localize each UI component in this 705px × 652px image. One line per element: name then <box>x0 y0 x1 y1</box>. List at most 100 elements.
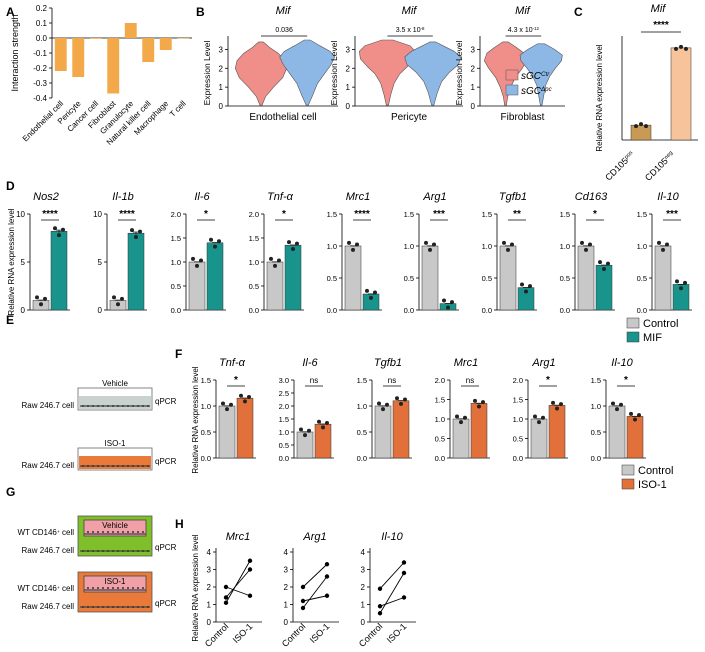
data-point-D0 <box>35 295 39 300</box>
y-tick-label-F1: 3.0 <box>279 376 289 385</box>
data-point-H <box>300 598 306 604</box>
data-point-F3 <box>455 414 459 419</box>
bar-D1-1 <box>127 232 145 311</box>
insert-cell-iso-G <box>117 587 119 589</box>
y-tick-label-D6: 1.0 <box>482 242 492 251</box>
plot-title-B: Mif <box>515 5 531 17</box>
bottom-cell-vehicle-G <box>117 550 119 552</box>
data-point-F3 <box>463 415 467 420</box>
well-label-vehicle-G: Vehicle <box>102 521 128 530</box>
y-tick-label-F4: 0.5 <box>513 435 523 444</box>
gene-title-F4: Arg1 <box>531 357 555 369</box>
data-point-F2 <box>385 402 389 407</box>
gene-title-F5: Il-10 <box>611 357 633 369</box>
y-tick-label-D6: 0.0 <box>482 306 492 315</box>
y-tick-label-D8: 0.0 <box>637 306 647 315</box>
y-tick-label-F3: 1.0 <box>435 415 445 424</box>
bar-A-1 <box>72 38 85 77</box>
insert-cell-vehicle-G <box>137 531 139 533</box>
y-tick-label-F0: 1.0 <box>201 402 211 411</box>
data-point-F0 <box>247 394 251 399</box>
data-point-D1 <box>116 302 120 307</box>
significance-F1: ns <box>310 376 318 385</box>
cell-dot-iso-E <box>132 465 134 467</box>
y-tick-label-F1: 0.0 <box>279 454 289 463</box>
y-tick-label-B: 0 <box>346 102 351 111</box>
data-point-F2 <box>381 407 385 412</box>
insert-cell-vehicle-G <box>87 531 89 533</box>
insert-iso-G <box>83 575 147 593</box>
bar-A-6 <box>159 38 172 50</box>
cell-dot-iso-E <box>127 465 129 467</box>
y-tick-label-F5: 1.0 <box>591 402 601 411</box>
y-tick-label-F0: 1.5 <box>201 376 211 385</box>
y-tick-label-B: 2 <box>219 64 224 73</box>
y-tick-label-D4: 1.5 <box>327 210 337 219</box>
y-tick-label-F0: 0.0 <box>201 454 211 463</box>
y-tick-label-F3: 1.5 <box>435 396 445 405</box>
y-axis-label-F: Relative RNA expression level <box>191 366 200 473</box>
legend-swatch-control-F <box>621 464 635 476</box>
gene-title-F1: Il-6 <box>302 357 318 369</box>
bar-F3-0 <box>452 418 470 459</box>
x-tick-label-A: T cell <box>168 99 188 119</box>
y-tick-label-F3: 2.0 <box>435 376 445 385</box>
data-point-D8 <box>675 279 679 284</box>
y-tick-label-B: 1 <box>346 83 351 92</box>
data-point-H <box>401 595 407 600</box>
data-point-H <box>324 574 330 579</box>
panel-label-F: F <box>175 347 182 361</box>
y-tick-label-F2: 0.5 <box>357 428 367 437</box>
bar-A-4 <box>124 23 137 38</box>
panel-label-E: E <box>6 313 14 327</box>
insert-cell-vehicle-G <box>142 531 144 533</box>
legend-swatch-dpc <box>505 84 519 96</box>
data-point-D2 <box>209 237 213 242</box>
gene-title-F2: Tgfb1 <box>374 357 402 369</box>
paired-line-H <box>225 560 251 603</box>
panel-label-C: C <box>574 5 583 19</box>
y-tick-label-D1: 10 <box>93 210 102 219</box>
data-point-D0 <box>53 226 57 231</box>
bottom-cell-iso-G <box>122 606 124 608</box>
cell-dot-vehicle-E <box>82 405 84 407</box>
y-axis-label-H: Relative RNA expression level <box>191 534 200 641</box>
y-tick-label-A: -0.2 <box>33 64 47 73</box>
cell-dot-iso-E <box>112 465 114 467</box>
insert-cell-vehicle-G <box>97 531 99 533</box>
insert-cell-iso-G <box>112 587 114 589</box>
data-point-F1 <box>307 428 311 433</box>
y-tick-label-D5: 1.5 <box>404 210 414 219</box>
data-point-D8 <box>665 242 669 247</box>
y-tick-label-F5: 1.5 <box>591 376 601 385</box>
cell-dot-vehicle-E <box>97 405 99 407</box>
bottom-cell-iso-G <box>142 606 144 608</box>
y-tick-label-F2: 1.5 <box>357 376 367 385</box>
bottom-cell-iso-G <box>112 606 114 608</box>
data-point-D4 <box>351 247 355 252</box>
cell-dot-iso-E <box>87 465 89 467</box>
insert-cell-iso-G <box>142 587 144 589</box>
cell-dot-vehicle-E <box>117 405 119 407</box>
y-tick-label-B: 2 <box>471 64 476 73</box>
y-tick-label-D2: 2.0 <box>171 210 181 219</box>
y-tick-label-F3: 0.0 <box>435 454 445 463</box>
bottom-cell-vehicle-G <box>97 550 99 552</box>
significance-D1: **** <box>119 209 135 220</box>
y-tick-label-A: -0.3 <box>33 79 47 88</box>
cell-dot-vehicle-E <box>127 405 129 407</box>
p-value-B: 3.5 x 10-8 <box>396 26 425 35</box>
insert-cell-iso-G <box>107 587 109 589</box>
y-tick-label-H: 1 <box>207 601 212 610</box>
data-point-D6 <box>528 284 532 289</box>
data-point-D4 <box>347 240 351 245</box>
data-point-F4 <box>533 414 537 419</box>
data-point-F4 <box>537 420 541 425</box>
bottom-cell-iso-G <box>92 606 94 608</box>
y-tick-label-D0: 5 <box>21 258 26 267</box>
y-tick-label-D2: 0.0 <box>171 306 181 315</box>
paired-line-H <box>379 597 405 607</box>
y-tick-label-F0: 0.5 <box>201 428 211 437</box>
qpcr-label-vehicle-G: qPCR <box>155 543 177 552</box>
bar-F2-0 <box>374 405 392 459</box>
